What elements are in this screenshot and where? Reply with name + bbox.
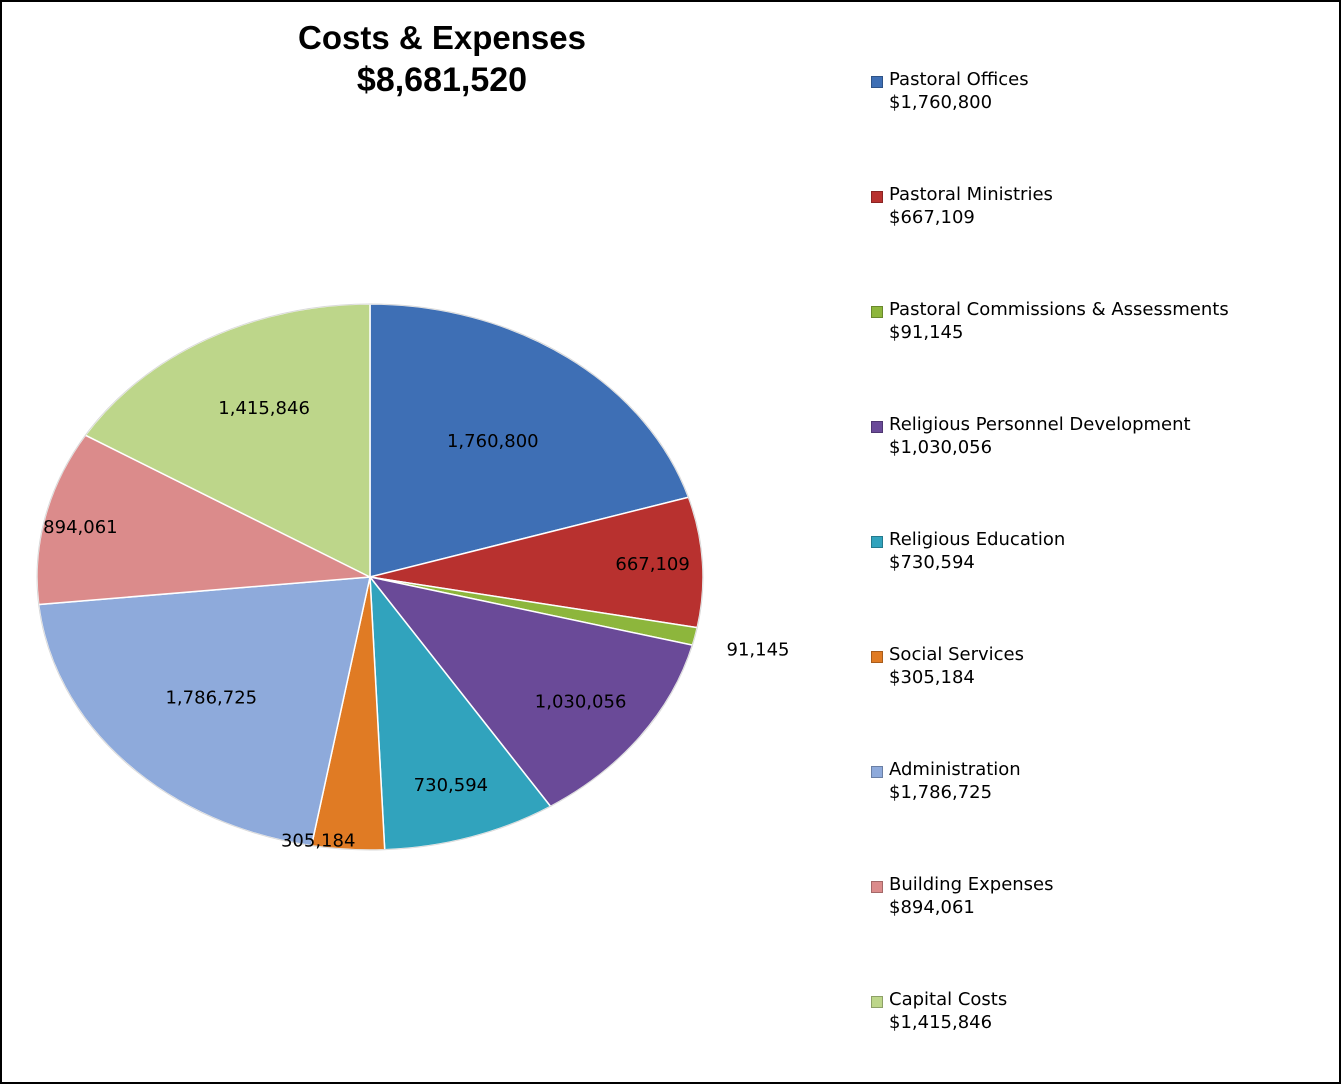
pie-slice-building-expenses bbox=[36, 434, 373, 606]
legend-label: Religious Education bbox=[889, 529, 1066, 550]
legend-label: Social Services bbox=[889, 644, 1024, 665]
legend-label: Religious Personnel Development bbox=[889, 414, 1191, 435]
legend-swatch bbox=[871, 536, 883, 548]
legend-swatch bbox=[871, 306, 883, 318]
pie-outline bbox=[36, 303, 704, 851]
pie-slice-pastoral-offices bbox=[369, 303, 690, 578]
legend-value: $305,184 bbox=[889, 667, 975, 688]
legend-swatch bbox=[871, 766, 883, 778]
legend-value: $91,145 bbox=[889, 322, 964, 343]
legend-swatch bbox=[871, 996, 883, 1008]
legend-label: Pastoral Ministries bbox=[889, 184, 1053, 205]
legend-item: Pastoral Ministries $667,109 bbox=[869, 183, 1309, 233]
legend-value: $667,109 bbox=[889, 207, 975, 228]
pie-slice-capital-costs bbox=[84, 303, 371, 579]
legend-item: Religious Education $730,594 bbox=[869, 528, 1309, 578]
slice-label: 730,594 bbox=[414, 775, 488, 796]
chart-title-block: Costs & Expenses $8,681,520 bbox=[200, 16, 684, 101]
pie-slice-administration bbox=[37, 576, 371, 847]
slice-label: 1,786,725 bbox=[165, 688, 257, 709]
slice-label: 1,030,056 bbox=[535, 692, 627, 713]
legend-item: Administration $1,786,725 bbox=[869, 758, 1309, 808]
slice-label: 91,145 bbox=[727, 640, 790, 661]
legend-item: Social Services $305,184 bbox=[869, 643, 1309, 693]
slice-label: 305,184 bbox=[281, 831, 355, 852]
legend-item: Religious Personnel Development $1,030,05… bbox=[869, 413, 1309, 463]
legend-swatch bbox=[871, 421, 883, 433]
legend-swatch bbox=[871, 191, 883, 203]
legend-value: $1,786,725 bbox=[889, 782, 993, 803]
chart-title: Costs & Expenses bbox=[298, 19, 586, 56]
legend-label: Pastoral Offices bbox=[889, 69, 1029, 90]
legend-item: Building Expenses $894,061 bbox=[869, 873, 1309, 923]
pie-slice-religious-education bbox=[369, 574, 552, 851]
legend-swatch bbox=[871, 76, 883, 88]
pie-slice-pastoral-ministries bbox=[369, 496, 704, 629]
legend-value: $1,760,800 bbox=[889, 92, 993, 113]
legend-item: Pastoral Commissions & Assessments $91,14… bbox=[869, 298, 1309, 348]
legend-item: Pastoral Offices $1,760,800 bbox=[869, 68, 1309, 118]
legend-value: $894,061 bbox=[889, 897, 975, 918]
slice-label: 894,061 bbox=[43, 517, 117, 538]
slice-label: 1,415,846 bbox=[218, 398, 310, 419]
legend-label: Pastoral Commissions & Assessments bbox=[889, 299, 1229, 320]
slice-label: 667,109 bbox=[615, 554, 689, 575]
legend-value: $730,594 bbox=[889, 552, 975, 573]
legend-label: Administration bbox=[889, 759, 1021, 780]
legend-label: Building Expenses bbox=[889, 874, 1054, 895]
legend-item: Capital Costs $1,415,846 bbox=[869, 988, 1309, 1038]
legend-value: $1,030,056 bbox=[889, 437, 993, 458]
slice-label: 1,760,800 bbox=[447, 431, 539, 452]
legend-value: $1,415,846 bbox=[889, 1012, 993, 1033]
legend-label: Capital Costs bbox=[889, 989, 1008, 1010]
pie-slice-religious-personnel-development bbox=[368, 575, 694, 808]
legend-swatch bbox=[871, 651, 883, 663]
legend-swatch bbox=[871, 881, 883, 893]
chart-total: $8,681,520 bbox=[356, 61, 528, 99]
